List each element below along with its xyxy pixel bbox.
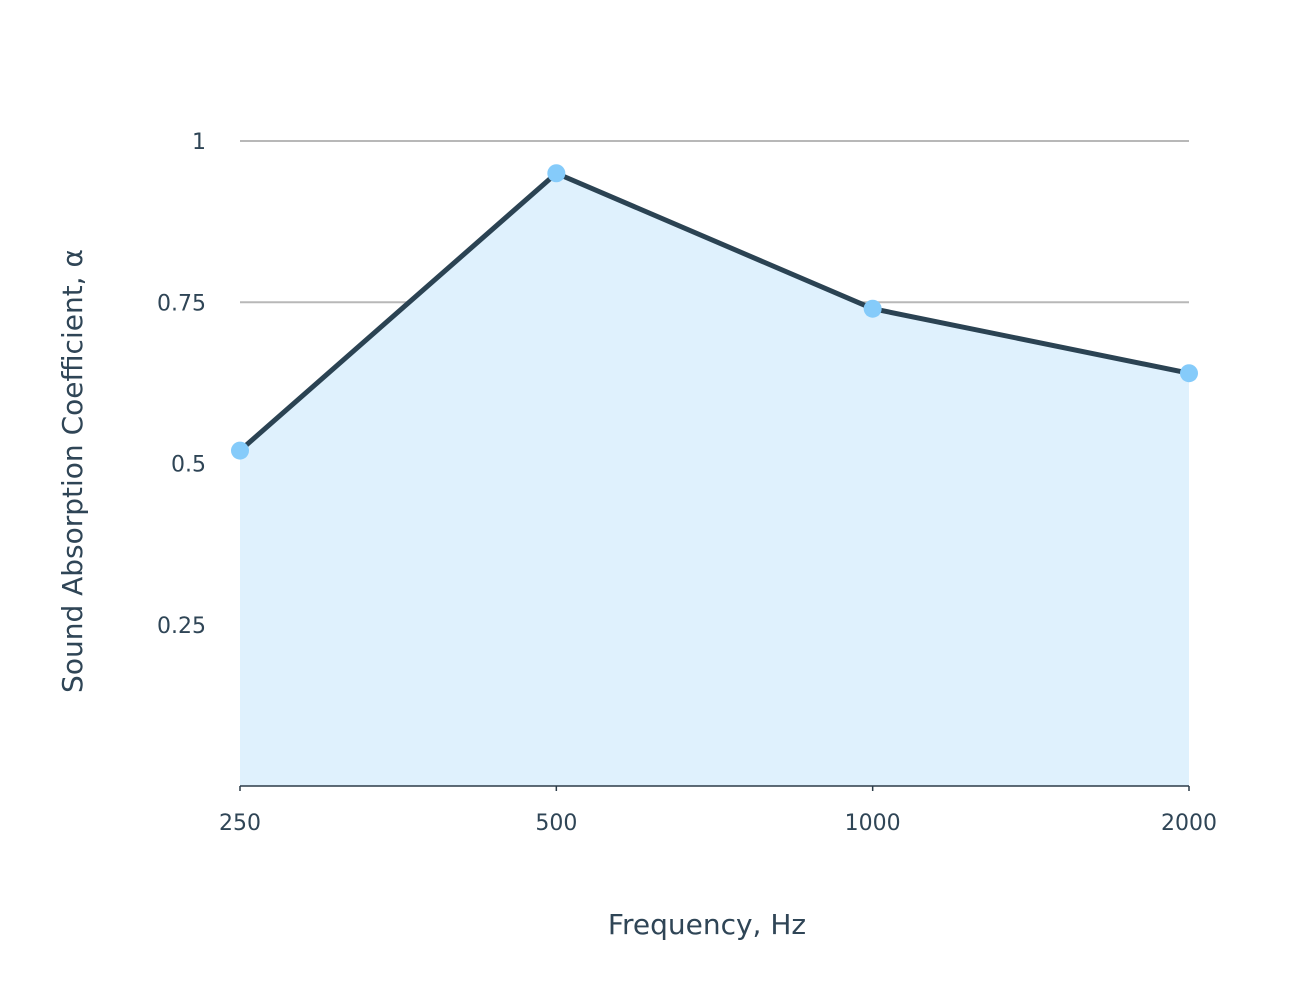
x-tick-label: 500 [535,811,577,836]
series-line [237,170,1192,454]
data-point [231,441,249,460]
markers-layer [231,164,1198,460]
x-axis-title: Frequency, Hz [608,908,806,941]
data-point [1180,364,1198,383]
data-point [863,299,882,318]
x-tick-label: 250 [219,811,261,836]
x-tick-labels: 250 500 1000 2000 [219,811,1217,836]
y-tick-label: 0.25 [157,614,206,639]
area-fill [240,173,1189,786]
x-tick-label: 2000 [1161,811,1217,836]
y-tick-label: 1 [192,130,206,155]
y-axis-title: Sound Absorption Coefficient, α [56,249,89,693]
data-point [547,164,566,183]
y-tick-labels: 0.25 0.5 0.75 1 [157,130,206,639]
y-tick-label: 0.5 [171,453,206,478]
x-tick-marks [239,786,1190,791]
x-tick-label: 1000 [845,811,901,836]
y-tick-label: 0.75 [157,291,206,316]
